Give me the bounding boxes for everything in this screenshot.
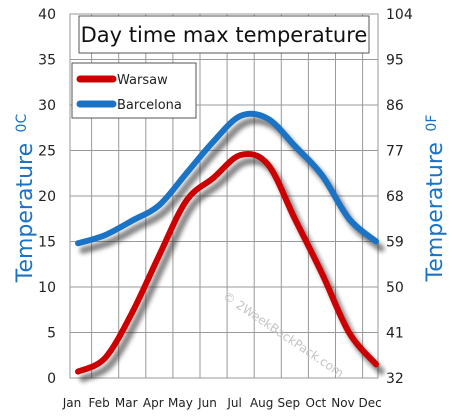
y-tick-label: 30: [38, 98, 56, 114]
y2-tick-label: 104: [386, 7, 413, 23]
y-tick-label: 35: [38, 53, 56, 69]
legend-box: [71, 62, 197, 119]
y-tick-label: 40: [38, 7, 56, 23]
title-box: [78, 15, 370, 54]
svg-text:Temperature 0C: Temperature 0C: [13, 114, 38, 284]
x-tick-label: Apr: [143, 396, 164, 410]
y2-tick-label: 41: [386, 326, 404, 342]
y2-tick-label: 86: [386, 98, 404, 114]
y2-tick-label: 95: [386, 53, 404, 69]
x-tick-label: Dec: [358, 396, 381, 410]
x-axis-ticks: Jan Feb Mar Apr May Jun Jul Aug Sep Oct Nov Dec: [62, 396, 382, 410]
y-axis-title: Temperature 0C: [13, 114, 38, 284]
legend-label-barcelona: Barcelona: [117, 98, 182, 113]
y2-axis-label: Temperature: [423, 142, 448, 282]
x-tick-label: May: [168, 396, 193, 410]
x-tick-label: Jun: [197, 396, 217, 410]
x-tick-label: Mar: [115, 396, 138, 410]
y-tick-label: 15: [38, 235, 56, 251]
x-tick-label: Nov: [331, 396, 354, 410]
y-axis-label: Temperature: [13, 143, 38, 283]
y2-tick-label: 50: [386, 280, 404, 296]
y-axis-unit: 0C: [14, 114, 30, 133]
y2-tick-label: 77: [386, 144, 404, 160]
y-tick-label: 25: [38, 144, 56, 160]
y-tick-label: 20: [38, 189, 56, 205]
y-tick-label: 5: [47, 326, 56, 342]
x-tick-label: Oct: [306, 396, 327, 410]
y2-tick-label: 68: [386, 189, 404, 205]
svg-text:Temperature 0F: Temperature 0F: [423, 115, 448, 283]
y2-tick-label: 32: [386, 371, 404, 387]
series-line-warsaw: [75, 151, 380, 375]
y-tick-label: 0: [47, 371, 56, 387]
legend-label-warsaw: Warsaw: [117, 73, 168, 88]
series-lines: [75, 110, 380, 375]
x-tick-label: Sep: [277, 396, 300, 410]
x-tick-label: Jan: [62, 396, 82, 410]
chart-title: Day time max temperature: [81, 23, 368, 47]
y2-axis-ticks: 32 41 50 59 68 77 86 95 104: [386, 7, 413, 387]
y2-tick-label: 59: [386, 235, 404, 251]
y-axis-ticks: 0 5 10 15 20 25 30 35 40: [38, 7, 56, 387]
x-tick-label: Jul: [226, 396, 241, 410]
series-line-barcelona: [75, 110, 380, 247]
x-tick-label: Feb: [88, 396, 109, 410]
legend: Warsaw Barcelona: [71, 62, 197, 119]
y2-axis-title: Temperature 0F: [423, 115, 448, 283]
y2-axis-unit: 0F: [424, 115, 440, 132]
x-tick-label: Aug: [250, 396, 273, 410]
y-tick-label: 10: [38, 280, 56, 296]
